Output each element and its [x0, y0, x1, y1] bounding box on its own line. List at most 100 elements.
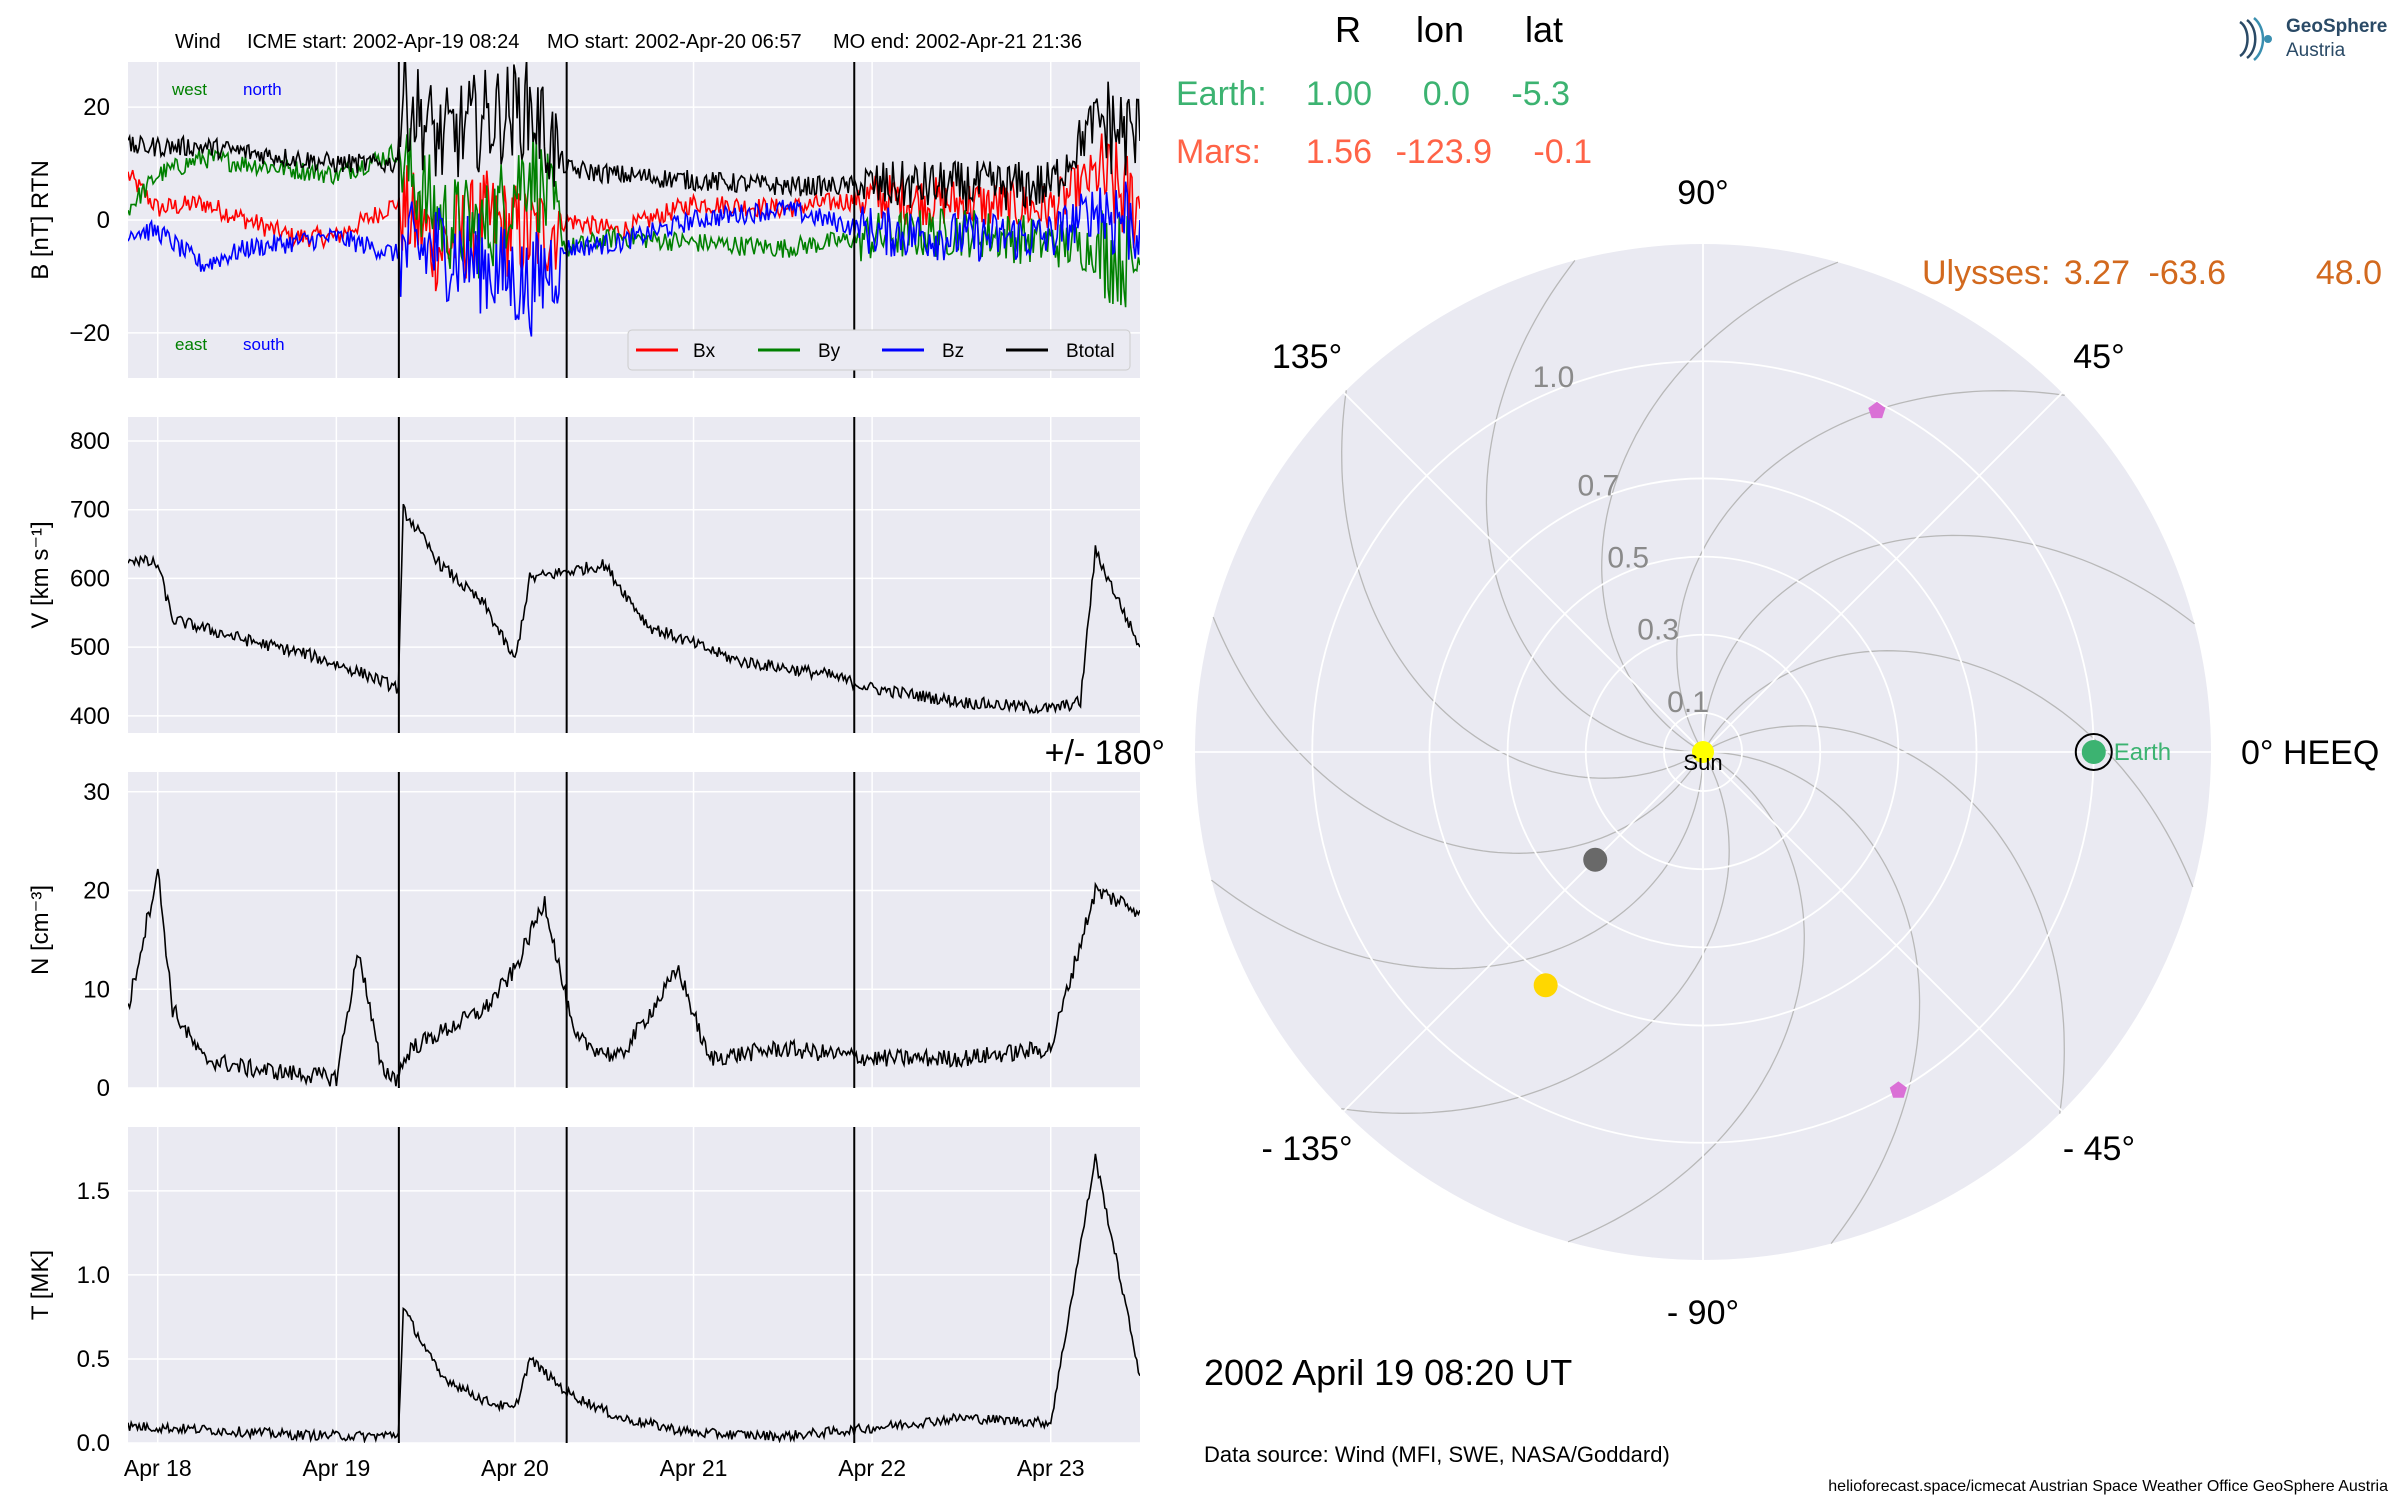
x-tick-label: Apr 19: [302, 1455, 370, 1481]
panel-grid: [128, 772, 1140, 1089]
geosphere-logo: GeoSphere Austria: [2230, 14, 2400, 64]
radial-tick-label: 0.3: [1637, 614, 1679, 647]
date-label: 2002 April 19 08:20 UT: [1204, 1352, 1572, 1393]
angular-gridline: [1343, 392, 1704, 753]
x-tick-label: Apr 21: [660, 1455, 728, 1481]
y-tick-label: 30: [83, 779, 110, 806]
parker-spiral: [1567, 751, 1805, 1243]
radial-tick-label: 0.5: [1607, 541, 1649, 574]
legend-label-by: By: [818, 341, 841, 362]
y-tick-label: 20: [83, 94, 110, 121]
panel-series: [128, 868, 1140, 1087]
legend-label-bx: Bx: [693, 341, 716, 362]
stereo-b-marker: [1889, 1081, 1907, 1098]
sun-label: Sun: [1683, 750, 1722, 775]
angular-gridline: [1702, 751, 2063, 1112]
logo-text-secondary: Austria: [2286, 40, 2346, 61]
parker-spiral: [1601, 261, 1839, 753]
table-header-r: R: [1335, 9, 1361, 50]
y-tick-label: 400: [70, 703, 110, 730]
radial-tick-label: 0.1: [1667, 686, 1709, 719]
angle-tick-label: - 45°: [2063, 1130, 2135, 1168]
panel-background: [128, 772, 1140, 1088]
row-mars-lon: -123.9: [1396, 133, 1492, 171]
parker-spirals: [1211, 260, 2195, 1244]
parker-spiral: [1702, 534, 2195, 753]
row-earth-lat: -5.3: [1511, 75, 1570, 113]
y-ticks: 0.0 0.5 1.0 1.5: [77, 1178, 110, 1457]
series-line-bx: [128, 133, 1140, 292]
annotation-east: east: [175, 335, 207, 354]
angle-tick-label: 90°: [1677, 174, 1728, 212]
series-line-by: [128, 128, 1140, 308]
mercury-marker: [1583, 847, 1608, 872]
stereo-a-marker: [1868, 401, 1886, 419]
panel-series: [128, 503, 1140, 715]
parker-spiral: [1212, 616, 1704, 854]
y-tick-label: 10: [83, 976, 110, 1003]
ylabel: N [cm⁻³]: [27, 885, 54, 975]
series-line-data: [128, 503, 1140, 715]
row-ulysses-lat: 48.0: [2316, 254, 2382, 292]
row-earth-r: 1.00: [1306, 75, 1372, 113]
y-tick-label: −20: [69, 320, 110, 347]
parker-spiral: [1702, 751, 1921, 1244]
mo-end-label: MO end: 2002-Apr-21 21:36: [833, 31, 1082, 53]
earth-label: Earth: [2114, 739, 2171, 766]
series-line-bz: [128, 181, 1140, 337]
earth-marker: [2081, 740, 2106, 764]
x-tick-label: Apr 20: [481, 1455, 549, 1481]
y-ticks: 400 500 600 700 800: [70, 428, 110, 730]
event-lines: [397, 417, 856, 733]
y-tick-label: 0: [97, 1075, 110, 1102]
angular-gridline: [1343, 751, 1704, 1112]
parker-spiral: [1341, 751, 1730, 1114]
y-tick-label: 1.0: [77, 1262, 110, 1289]
event-lines: [397, 1127, 856, 1443]
y-ticks: −20 0 20: [69, 94, 110, 347]
parker-spiral: [1702, 650, 2194, 888]
y-tick-label: 500: [70, 634, 110, 661]
x-tick-label: Apr 23: [1017, 1455, 1085, 1481]
legend-box: [627, 329, 1131, 371]
row-ulysses-name: Ulysses:: [1922, 254, 2050, 292]
y-tick-label: 1.5: [77, 1178, 110, 1205]
venus-marker: [1533, 973, 1558, 998]
y-tick-label: 800: [70, 428, 110, 455]
row-mars-name: Mars:: [1176, 133, 1261, 171]
row-earth-lon: 0.0: [1423, 75, 1470, 113]
bodies: Sun Earth: [1533, 401, 2171, 1098]
y-tick-label: 700: [70, 497, 110, 524]
angle-tick-label: - 90°: [1667, 1294, 1739, 1332]
logo-mark-icon: [2239, 17, 2272, 61]
angle-tick-label: 45°: [2073, 338, 2124, 376]
x-ticks: Apr 18 Apr 19 Apr 20 Apr 21 Apr 22 Apr 23: [124, 1455, 1085, 1481]
angular-gridline: [1702, 392, 2063, 753]
panel-grid: [128, 1127, 1140, 1444]
parker-spiral: [1702, 725, 2065, 1114]
legend-label-bz: Bz: [942, 341, 964, 362]
legend: Bx By Bz Btotal: [627, 329, 1131, 371]
table-header-lat: lat: [1525, 9, 1563, 50]
event-lines: [397, 772, 856, 1088]
panel-temperature: 0.00.51.01.5 Apr 18 Apr 19 Apr 20 Apr 21 Apr…: [27, 1127, 1140, 1481]
y-tick-label: 0: [97, 207, 110, 234]
mo-start-label: MO start: 2002-Apr-20 06:57: [547, 31, 802, 53]
series-line-data: [128, 868, 1140, 1087]
series-line-data: [128, 1153, 1140, 1443]
annotation-west: west: [171, 80, 207, 99]
earth-ring: [2074, 733, 2113, 771]
parker-spiral: [1341, 390, 1704, 779]
parker-spiral: [1485, 260, 1704, 753]
panel-grid: [128, 417, 1140, 733]
angle-tick-label: - 135°: [1261, 1130, 1352, 1168]
y-tick-label: 0.0: [77, 1430, 110, 1457]
ylabel: B [nT] RTN: [27, 160, 54, 280]
panel-speed: 400 500 600 700 800 V [km s⁻¹]: [27, 417, 1140, 733]
annotation-north: north: [243, 80, 282, 99]
icme-start-label: ICME start: 2002-Apr-19 08:24: [247, 31, 519, 53]
ylabel: V [km s⁻¹]: [27, 521, 54, 628]
row-ulysses-lon: -63.6: [2149, 254, 2227, 292]
radial-tick-label: 1.0: [1533, 361, 1575, 394]
